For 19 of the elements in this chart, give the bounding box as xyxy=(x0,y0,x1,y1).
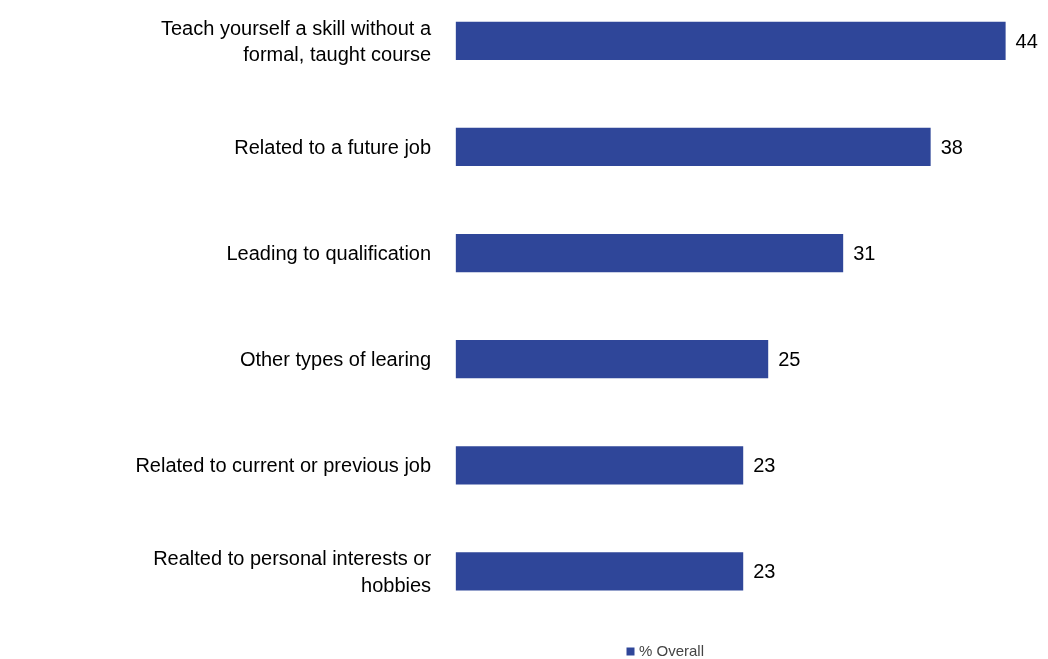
y-tick-label: Leading to qualification xyxy=(226,242,432,265)
data-label: 31 xyxy=(853,242,876,265)
bar xyxy=(455,127,931,167)
y-tick-label: Teach yourself a skill without a formal, taught course xyxy=(160,16,432,66)
y-tick-label: Realted to personal interests or hobbies xyxy=(153,547,432,596)
data-label: 44 xyxy=(1015,29,1038,52)
legend-label: % Overall xyxy=(639,642,705,659)
data-label: 23 xyxy=(753,560,776,583)
bar xyxy=(455,233,844,273)
y-tick-label: Related to a future job xyxy=(234,135,432,158)
y-tick-label: Other types of learing xyxy=(239,348,432,371)
bar xyxy=(455,340,769,379)
bar xyxy=(455,552,744,591)
data-label: 25 xyxy=(778,348,801,371)
data-label: 38 xyxy=(940,135,963,158)
data-label: 23 xyxy=(753,454,776,477)
y-tick-label: Related to current or previous job xyxy=(135,454,432,477)
bar xyxy=(455,446,744,485)
bar xyxy=(455,21,1006,60)
